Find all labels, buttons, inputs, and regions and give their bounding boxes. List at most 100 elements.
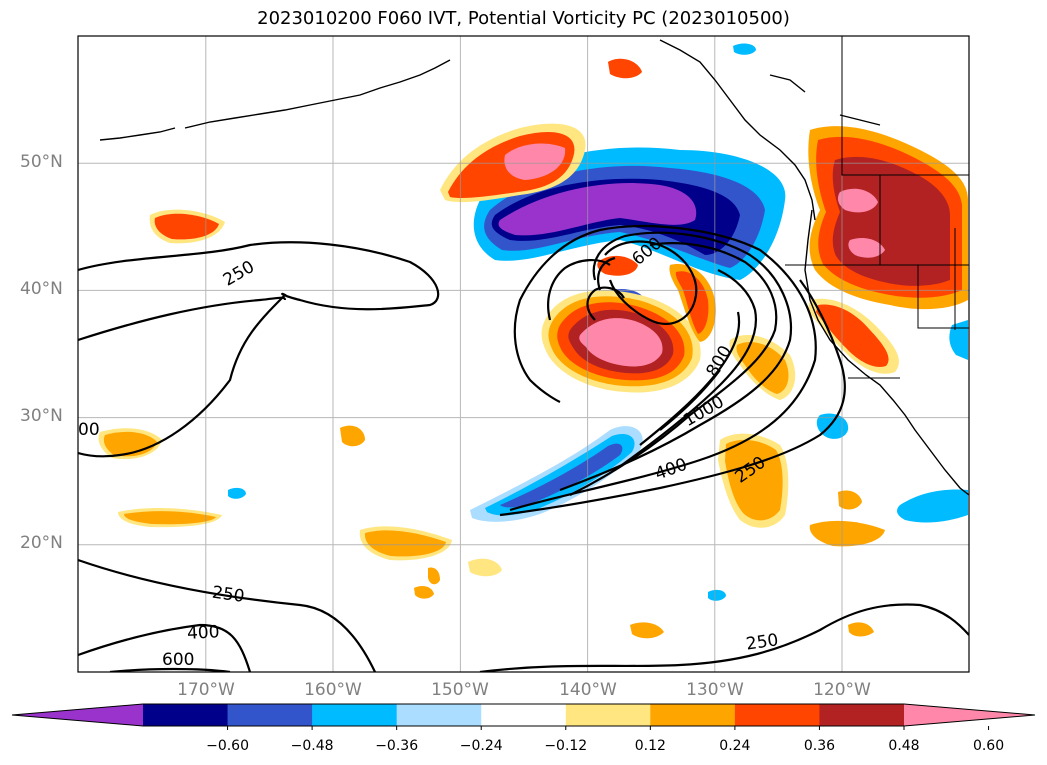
colorbar-tick-label: −0.12 xyxy=(544,738,588,754)
colorbar-segment xyxy=(481,704,567,726)
lat-label: 30°N xyxy=(20,406,63,426)
colorbar-tick-label: −0.36 xyxy=(375,738,419,754)
ivt-contour xyxy=(109,667,231,672)
colorbar-segment xyxy=(565,704,651,726)
lon-label: 140°W xyxy=(559,680,617,700)
state-border xyxy=(917,265,969,329)
colorbar-tick-label: −0.48 xyxy=(290,738,334,754)
ivt-contours xyxy=(78,225,969,672)
graticule xyxy=(78,36,969,672)
positive-pv-patches xyxy=(98,58,968,639)
pv-patch xyxy=(736,341,789,394)
lon-label: 130°W xyxy=(686,680,744,700)
pv-patch xyxy=(124,511,216,525)
pv-patch xyxy=(579,318,663,367)
colorbar-tick-label: 0.36 xyxy=(803,738,836,754)
colorbar-tick-label: 0.48 xyxy=(888,738,920,754)
ivt-contour xyxy=(597,256,616,291)
colorbar-tick-label: 0.12 xyxy=(634,738,666,754)
colorbar-segment xyxy=(650,704,736,726)
pv-patch xyxy=(848,238,885,258)
ivt-contour xyxy=(479,603,969,672)
pv-patch xyxy=(630,622,664,639)
colorbar-tick-label: −0.24 xyxy=(459,738,503,754)
colorbar-tick-label: 0.24 xyxy=(719,738,751,754)
contour-label: 600 xyxy=(162,650,194,670)
ivt-contour xyxy=(586,286,625,321)
pv-patch xyxy=(228,487,246,499)
map-frame xyxy=(77,35,970,673)
ivt-contour xyxy=(604,240,698,325)
contour-label: 250 xyxy=(745,630,780,654)
ivt-contour xyxy=(499,279,846,517)
coastline xyxy=(99,127,176,141)
colorbar-segment xyxy=(143,704,229,726)
coastline xyxy=(184,59,451,129)
ivt-contour xyxy=(659,369,721,431)
coastlines xyxy=(99,39,969,496)
ivt-contour xyxy=(547,259,611,321)
colorbar-segment xyxy=(396,704,482,726)
pv-patch xyxy=(733,43,756,55)
pv-patch xyxy=(498,183,697,236)
ivt-contour xyxy=(78,558,376,672)
ivt-contour xyxy=(614,269,758,471)
pv-patch xyxy=(428,567,440,585)
pv-patch xyxy=(608,58,642,79)
coastline xyxy=(769,74,806,93)
pv-patch xyxy=(504,143,566,180)
chart-title: 2023010200 F060 IVT, Potential Vorticity… xyxy=(257,8,790,29)
colorbar-segment xyxy=(734,704,820,726)
pv-patch xyxy=(848,622,874,637)
pv-patch xyxy=(340,425,365,447)
colorbar-extend-min xyxy=(12,704,143,726)
lat-label: 20°N xyxy=(20,533,63,553)
contour-labels: 250 400 600 800 1000 250 400 600 250 00 xyxy=(78,233,780,670)
ivt-contour xyxy=(509,225,817,512)
pv-patch xyxy=(468,558,502,577)
ivt-contour xyxy=(78,241,440,458)
colorbar-extend-max xyxy=(904,704,1035,726)
pv-patch xyxy=(809,520,885,547)
contour-label: 250 xyxy=(220,257,258,291)
lat-label: 50°N xyxy=(20,152,63,172)
ivt-contour xyxy=(78,296,287,342)
pv-patch xyxy=(708,589,726,601)
colorbar-tick-label: −0.60 xyxy=(206,738,249,754)
map-field: 250 400 600 800 1000 250 400 600 250 00 … xyxy=(78,36,969,672)
colorbar-tick-label: 0.60 xyxy=(972,738,1005,754)
pv-patch xyxy=(154,213,219,240)
state-border xyxy=(841,36,969,176)
contour-label: 400 xyxy=(187,622,220,644)
contour-label: 400 xyxy=(652,455,689,485)
coastline xyxy=(839,114,881,126)
pv-patch xyxy=(675,271,709,334)
colorbar-segment xyxy=(312,704,398,726)
pv-patch xyxy=(838,490,862,510)
contour-label: 00 xyxy=(78,420,100,440)
pv-patch xyxy=(364,530,446,557)
contour-label: 1000 xyxy=(680,392,727,431)
colorbar-outline xyxy=(11,703,1036,727)
coastline xyxy=(659,39,816,221)
colorbar-segment xyxy=(227,704,313,726)
lon-label: 120°W xyxy=(813,680,871,700)
lon-label: 170°W xyxy=(177,680,235,700)
pv-patch xyxy=(816,304,889,367)
pv-patch xyxy=(897,489,968,523)
ivt-contour xyxy=(569,242,778,496)
lat-label: 40°N xyxy=(20,279,63,299)
lon-label: 150°W xyxy=(431,680,489,700)
political-borders xyxy=(785,36,969,379)
colorbar xyxy=(11,703,1036,730)
colorbar-segment xyxy=(819,704,905,726)
ivt-contour xyxy=(78,623,252,672)
pv-patch xyxy=(414,586,434,599)
contour-label: 250 xyxy=(211,583,246,607)
pv-patch xyxy=(500,443,623,508)
lon-label: 160°W xyxy=(304,680,362,700)
ivt-contour xyxy=(559,231,792,492)
contour-labels-extra: 250 xyxy=(211,583,246,607)
coastline xyxy=(804,209,969,496)
